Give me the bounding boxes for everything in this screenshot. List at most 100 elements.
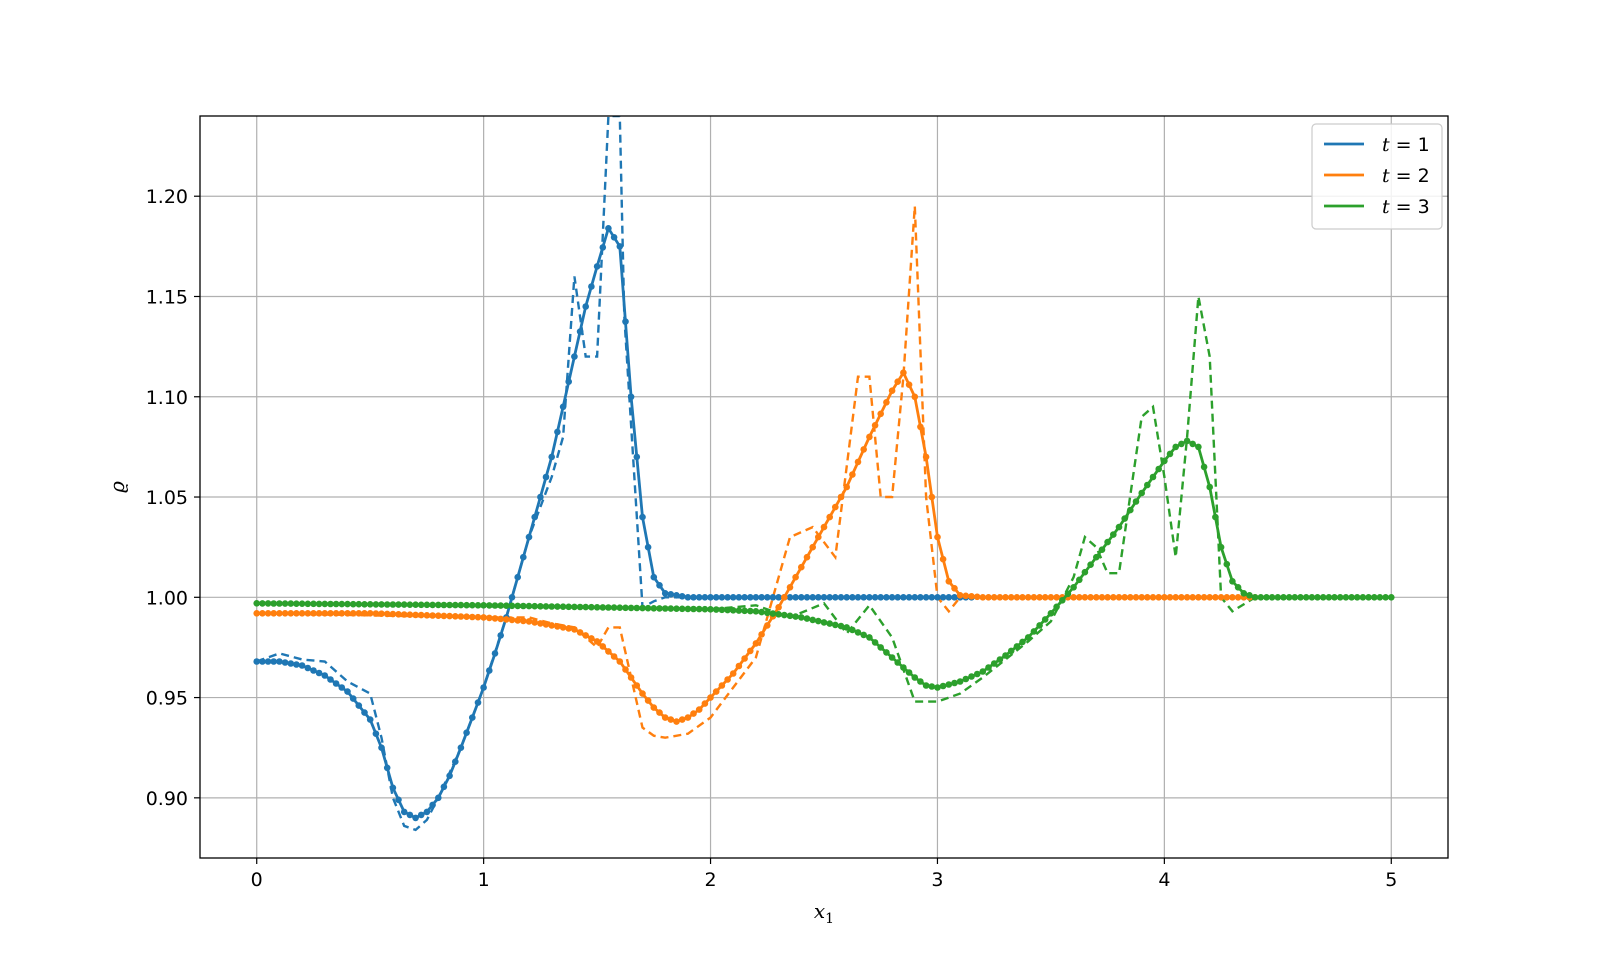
series-marker (293, 600, 300, 607)
series-marker (457, 601, 465, 609)
series-marker (417, 601, 425, 609)
series-marker (871, 422, 879, 429)
series-marker (1059, 597, 1066, 604)
x-axis-label-main: x (814, 899, 825, 923)
series-marker (854, 594, 862, 601)
series-marker (310, 600, 317, 608)
series-marker (667, 716, 675, 723)
series-marker (593, 638, 601, 645)
series-marker (548, 622, 555, 629)
series-marker (259, 610, 266, 617)
series-marker (747, 594, 754, 601)
series-marker (452, 613, 459, 620)
series-marker (276, 658, 283, 665)
series-marker (361, 610, 368, 617)
series-marker (752, 640, 760, 647)
series-marker (803, 615, 811, 622)
series-marker (917, 423, 924, 431)
series-marker (264, 600, 272, 607)
series-marker (486, 667, 493, 674)
series-marker (860, 631, 867, 639)
series-marker (1104, 538, 1111, 546)
series-marker (440, 612, 448, 620)
series-marker (440, 783, 448, 791)
series-marker (1223, 594, 1231, 601)
series-marker (332, 680, 340, 687)
series-marker (1166, 594, 1174, 601)
series-marker (775, 594, 782, 601)
series-marker (491, 650, 499, 657)
series-marker (406, 601, 414, 608)
series-marker (486, 602, 493, 609)
series-marker (883, 399, 890, 406)
series-marker (905, 381, 913, 389)
series-marker (951, 594, 958, 601)
series-marker (281, 659, 289, 666)
series-marker (695, 594, 703, 601)
series-marker (934, 684, 941, 691)
series-marker (758, 631, 765, 638)
series-marker (962, 592, 970, 600)
series-marker (287, 610, 295, 617)
series-marker (542, 621, 550, 628)
series-marker (582, 632, 589, 639)
series-marker (815, 533, 822, 541)
series-marker (843, 483, 850, 491)
series-marker (729, 670, 737, 677)
series-marker (985, 594, 992, 601)
series-marker (627, 604, 635, 612)
series-marker (667, 605, 675, 612)
series-marker (520, 602, 527, 610)
series-marker (389, 784, 397, 792)
series-marker (378, 610, 385, 617)
series-marker (741, 594, 748, 601)
y-axis-label: ϱ (105, 481, 129, 493)
series-marker (968, 673, 975, 680)
legend-label-var: t (1382, 196, 1390, 218)
series-marker (1024, 594, 1032, 601)
series-marker (1189, 440, 1196, 448)
series-marker (1013, 594, 1021, 601)
series-marker (1314, 594, 1321, 601)
series-marker (1229, 578, 1236, 585)
series-marker (934, 533, 941, 541)
series-marker (315, 600, 323, 608)
series-marker (1115, 594, 1123, 601)
series-marker (304, 664, 312, 672)
series-marker (1007, 594, 1015, 601)
series-marker (1189, 594, 1196, 601)
series-marker (729, 607, 737, 614)
y-tick-label: 0.90 (146, 788, 188, 810)
series-marker (951, 585, 958, 592)
series-marker (355, 610, 363, 617)
series-marker (735, 607, 743, 614)
series-marker (1115, 523, 1123, 531)
series-marker (667, 591, 675, 598)
series-marker (979, 668, 987, 675)
series-marker (934, 594, 941, 601)
series-marker (395, 601, 402, 608)
series-marker (406, 811, 414, 819)
series-marker (1200, 594, 1208, 601)
series-marker (917, 594, 924, 601)
series-marker (293, 610, 300, 617)
series-marker (1206, 483, 1213, 491)
series-marker (253, 600, 260, 607)
series-marker (826, 594, 833, 601)
legend-label-var: t (1382, 165, 1390, 187)
legend-label: t = 2 (1382, 165, 1430, 187)
series-marker (962, 675, 970, 683)
axes-frame (199, 115, 1449, 859)
series-marker (349, 610, 357, 617)
series-marker (559, 624, 567, 631)
series-marker (383, 601, 391, 608)
series-marker (769, 594, 777, 601)
series-marker (996, 594, 1004, 601)
series-marker (372, 610, 380, 617)
series-marker (395, 796, 402, 804)
series-marker (531, 513, 538, 521)
series-marker (985, 664, 992, 671)
series-marker (1166, 450, 1174, 458)
series-marker (355, 702, 363, 709)
